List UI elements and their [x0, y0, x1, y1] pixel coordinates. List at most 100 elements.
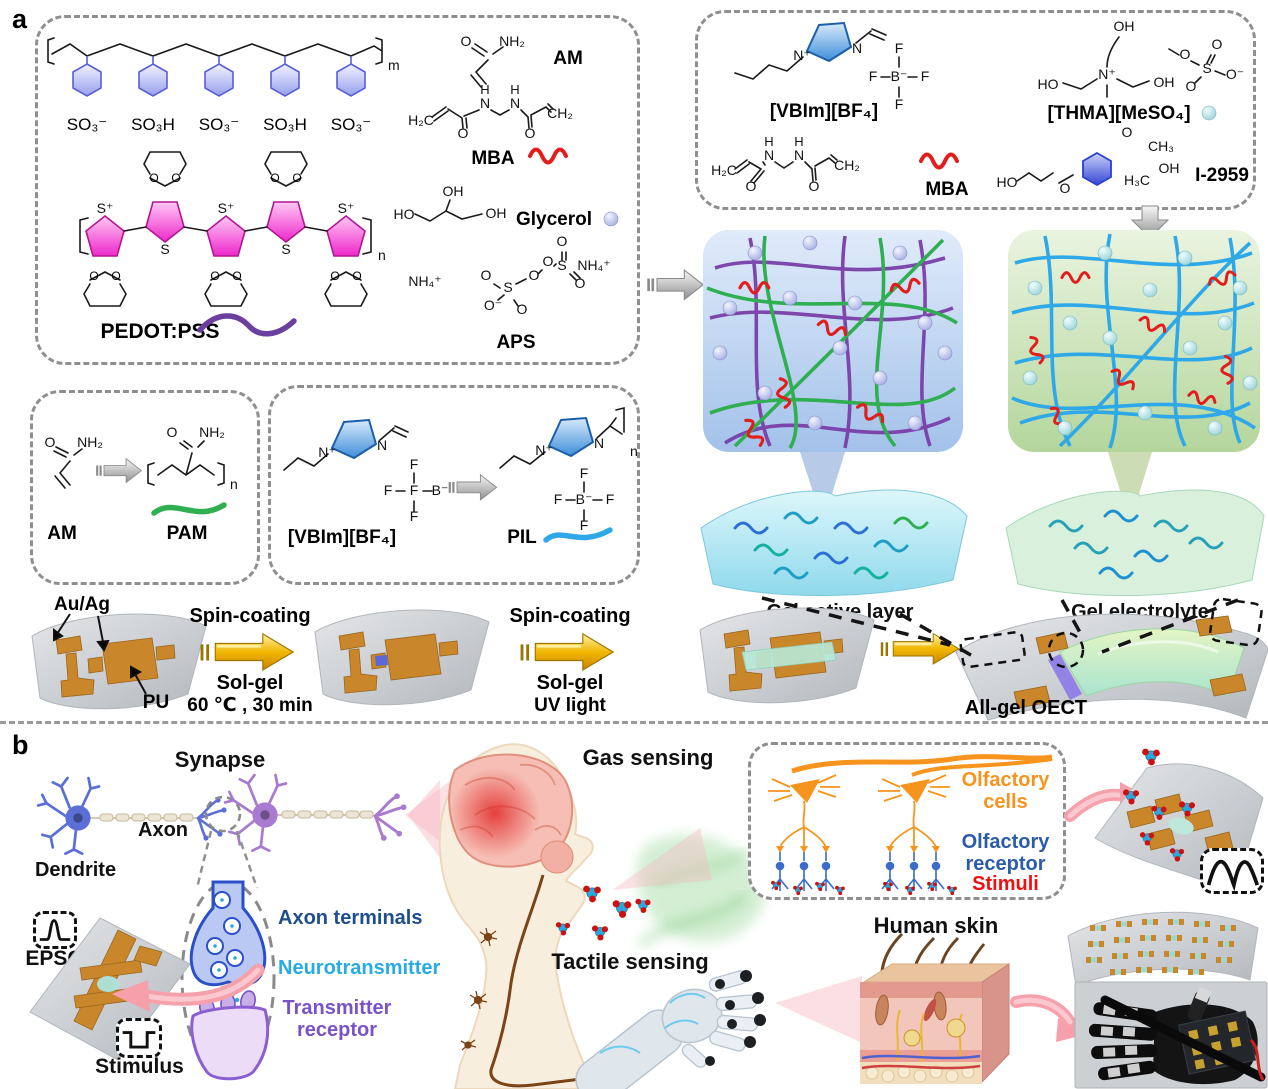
svg-text:F: F: [554, 491, 563, 507]
svg-text:CH₂: CH₂: [834, 157, 860, 173]
dashed-highlight-circle: [1047, 631, 1085, 669]
stimuli-label: Stimuli: [972, 873, 1039, 895]
fingertip-pads: [705, 970, 766, 1066]
svg-text:N⁺: N⁺: [1098, 66, 1116, 82]
svg-text:OH: OH: [1159, 160, 1180, 176]
hair-follicle: [875, 994, 889, 1026]
gel-electrolyte-network: [1005, 230, 1265, 596]
polymerization-arrow: [96, 457, 143, 484]
glow-lines: [599, 992, 706, 1054]
svg-text:O: O: [167, 424, 178, 440]
svg-text:F: F: [606, 491, 615, 507]
svg-text:S⁺: S⁺: [338, 200, 355, 216]
svg-text:O: O: [89, 269, 98, 283]
svg-text:SO₃⁻: SO₃⁻: [67, 115, 107, 134]
svg-text:F: F: [895, 96, 904, 112]
materials-box-art: m SO₃⁻ SO₃H SO₃⁻ SO₃H SO₃⁻ S⁺ S⁺ S⁺ S S: [47, 33, 619, 353]
svg-text:PAM: PAM: [167, 523, 208, 544]
svg-text:NH₄⁺: NH₄⁺: [408, 273, 441, 289]
svg-text:B⁻: B⁻: [432, 482, 449, 498]
axon-terminals-label: Axon terminals: [278, 907, 423, 929]
svg-text:SO₃H: SO₃H: [131, 115, 175, 134]
svg-text:OH: OH: [1154, 74, 1175, 90]
am-structure-2: O NH₂ AM: [45, 434, 103, 544]
stimulus-label: Stimulus: [95, 1055, 184, 1078]
touch-receptor: [903, 1029, 921, 1047]
svg-text:S⁺: S⁺: [97, 200, 114, 216]
pedot-pss-chain-icon: [197, 313, 297, 337]
stimulus-icon: [116, 1018, 162, 1058]
svg-text:N: N: [764, 147, 774, 163]
svg-text:m: m: [388, 57, 400, 73]
svg-text:n: n: [230, 476, 238, 492]
step2-bottom: UV light: [534, 695, 606, 716]
svg-text:O: O: [149, 171, 158, 185]
all-gel-oect-device: All-gel OECT: [955, 597, 1268, 721]
svg-text:OH: OH: [486, 205, 507, 221]
svg-text:O: O: [461, 33, 472, 49]
blood-vessel: [861, 1064, 981, 1070]
svg-text:N⁺: N⁺: [793, 47, 811, 63]
svg-text:MBA: MBA: [925, 179, 969, 200]
assembly-arrow: [880, 632, 960, 666]
pam-box: [30, 390, 260, 585]
olfactory-beam: [612, 828, 712, 890]
svg-text:N: N: [510, 95, 520, 111]
svg-text:F: F: [895, 40, 904, 56]
oect-array-sheet: [1067, 911, 1259, 987]
svg-text:O: O: [529, 267, 540, 283]
green-gas-smoke: [636, 834, 766, 949]
step1-bottom: 60 ℃ , 30 min: [187, 695, 312, 716]
tactile-sensing-title: Tactile sensing: [551, 949, 709, 974]
svg-text:SO₃⁻: SO₃⁻: [199, 115, 239, 134]
polymerization-arrow-2: [448, 473, 498, 502]
mba-crosslink-icon-2: [919, 152, 959, 170]
svg-text:H₂C: H₂C: [711, 162, 737, 178]
svg-text:F: F: [921, 68, 930, 84]
panel-a-label: a: [12, 4, 28, 34]
gas-sensing-title: Gas sensing: [582, 745, 714, 770]
svg-text:O: O: [352, 269, 361, 283]
olfactory-cells-label: Olfactory cells: [961, 769, 1050, 813]
gel-active-network: [700, 230, 968, 596]
svg-text:O: O: [557, 233, 568, 249]
step1-top: Spin-coating: [189, 605, 310, 627]
svg-text:O: O: [1180, 46, 1191, 62]
svg-text:[VBIm][BF₄]: [VBIm][BF₄]: [770, 101, 878, 122]
svg-text:O: O: [481, 267, 492, 283]
svg-text:F: F: [580, 465, 589, 481]
glycerol-structure: OH HO OH Glycerol: [394, 183, 619, 230]
olfactory-art: [768, 754, 1053, 896]
svg-text:O: O: [210, 269, 219, 283]
svg-text:O: O: [1212, 36, 1223, 52]
gas-device-channel: [1168, 817, 1194, 835]
presynaptic-neuron: [36, 776, 228, 856]
mba-crosslink-icon: [528, 147, 568, 165]
svg-text:H: H: [764, 134, 773, 149]
svg-text:S: S: [281, 241, 290, 257]
svg-text:O: O: [111, 269, 120, 283]
initiators-box-art: N⁺ N F F F F B⁻ [VBIm][BF₄] H₂C N H N H …: [711, 18, 1249, 200]
svg-text:O: O: [517, 301, 528, 317]
svg-text:S: S: [503, 279, 512, 295]
cerebellum: [540, 840, 574, 874]
svg-text:O: O: [746, 178, 757, 194]
au-ag-arrows: [53, 613, 147, 695]
mba-structure: H₂C N H N H O O CH₂ MBA: [408, 82, 573, 169]
oect-label: All-gel OECT: [965, 697, 1087, 719]
pss-structure: m SO₃⁻ SO₃H SO₃⁻ SO₃H SO₃⁻: [47, 37, 400, 134]
svg-text:Glycerol: Glycerol: [516, 209, 592, 230]
pam-box-art: O NH₂ AM O NH₂ n PAM: [45, 424, 238, 544]
svg-text:S: S: [557, 257, 566, 273]
svg-text:OH: OH: [1114, 18, 1135, 34]
svg-text:O: O: [1060, 180, 1071, 196]
prosthetic-hand-photo: [1074, 981, 1268, 1089]
gas-response-icon: [1200, 848, 1264, 894]
gel-electrolyte-surface: [1005, 489, 1265, 596]
svg-text:B⁻: B⁻: [576, 491, 593, 507]
svg-text:O: O: [525, 125, 536, 141]
dendrite-label: Dendrite: [34, 859, 117, 881]
photo-rod: [1100, 995, 1266, 1082]
